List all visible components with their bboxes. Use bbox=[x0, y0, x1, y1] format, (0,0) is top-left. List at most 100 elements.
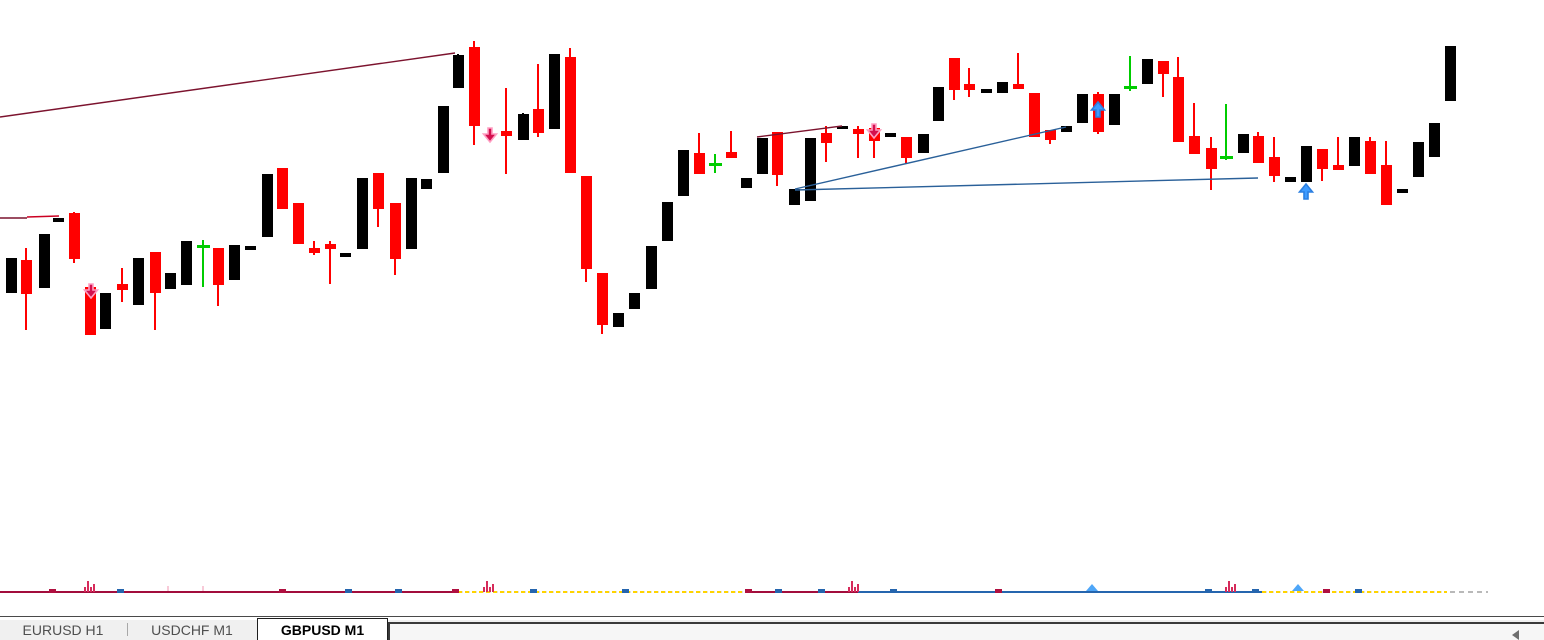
indicator-spike bbox=[93, 584, 95, 592]
candle bbox=[726, 152, 737, 158]
candle bbox=[853, 129, 864, 134]
buy-signal-arrow-icon[interactable] bbox=[1297, 182, 1315, 200]
candle bbox=[821, 133, 832, 143]
indicator-blue-square bbox=[395, 589, 402, 593]
tab-gbpusd-m1-active[interactable]: GBPUSD M1 bbox=[257, 618, 388, 640]
indicator-spike bbox=[854, 587, 856, 592]
candle bbox=[1397, 189, 1408, 193]
candle bbox=[277, 168, 288, 209]
green-doji bbox=[202, 240, 204, 287]
trendline[interactable] bbox=[794, 177, 1259, 191]
indicator-segment bbox=[1262, 591, 1447, 593]
candle bbox=[357, 178, 368, 249]
indicator-blue-square bbox=[1252, 589, 1259, 593]
candle-wick bbox=[537, 64, 539, 137]
candle bbox=[981, 89, 992, 93]
candle-wick bbox=[1017, 53, 1019, 89]
candle bbox=[805, 138, 816, 201]
candle bbox=[678, 150, 689, 196]
candle bbox=[549, 54, 560, 129]
candle bbox=[1349, 137, 1360, 166]
indicator-red-square bbox=[745, 589, 752, 593]
candle bbox=[69, 213, 80, 259]
candle bbox=[613, 313, 624, 327]
indicator-segment bbox=[745, 591, 858, 593]
candle bbox=[1142, 59, 1153, 84]
candle bbox=[245, 246, 256, 250]
candle bbox=[39, 234, 50, 288]
candle bbox=[293, 203, 304, 244]
green-doji-tick bbox=[197, 245, 210, 248]
indicator-blue-square bbox=[890, 589, 897, 593]
indicator-segment bbox=[0, 591, 457, 593]
tab-scroll-left-icon[interactable] bbox=[1512, 630, 1519, 640]
candle-wick bbox=[1193, 103, 1195, 154]
candle bbox=[181, 241, 192, 285]
candle bbox=[964, 84, 975, 90]
candle bbox=[1381, 165, 1392, 205]
candle bbox=[646, 246, 657, 289]
price-chart[interactable] bbox=[0, 0, 1544, 616]
candle bbox=[1109, 94, 1120, 125]
candle bbox=[390, 203, 401, 259]
candle bbox=[1158, 61, 1169, 74]
candle bbox=[340, 253, 351, 257]
indicator-blue-square bbox=[1355, 589, 1362, 593]
indicator-spike bbox=[90, 587, 92, 592]
candle bbox=[53, 218, 64, 222]
candle bbox=[741, 178, 752, 188]
indicator-spike bbox=[84, 587, 86, 592]
candle bbox=[1238, 134, 1249, 153]
trendline[interactable] bbox=[0, 52, 456, 118]
green-doji-tick bbox=[1124, 86, 1137, 89]
tab-usdchf-m1[interactable]: USDCHF M1 bbox=[128, 620, 256, 640]
sell-signal-arrow-icon[interactable] bbox=[481, 127, 499, 144]
tab-label: EURUSD H1 bbox=[22, 622, 104, 638]
candle bbox=[117, 284, 128, 290]
tab-eurusd-h1[interactable]: EURUSD H1 bbox=[0, 620, 126, 640]
candle bbox=[1173, 77, 1184, 142]
indicator-spike bbox=[1231, 587, 1233, 592]
candle-wick bbox=[1162, 61, 1164, 97]
green-doji bbox=[1225, 104, 1227, 160]
candle bbox=[869, 128, 880, 141]
candle bbox=[213, 248, 224, 285]
candle-wick bbox=[1337, 137, 1339, 170]
candle bbox=[100, 293, 111, 329]
candle bbox=[694, 153, 705, 174]
indicator-faint-tick bbox=[167, 586, 169, 591]
candle bbox=[1333, 165, 1344, 170]
indicator-blue-square bbox=[1205, 589, 1212, 593]
candle bbox=[1269, 157, 1280, 176]
candle bbox=[469, 47, 480, 126]
indicator-blue-square bbox=[345, 589, 352, 593]
candle bbox=[837, 126, 848, 129]
green-doji-tick bbox=[1220, 156, 1233, 159]
candle bbox=[1077, 94, 1088, 123]
candle bbox=[229, 245, 240, 280]
candle bbox=[997, 82, 1008, 93]
tab-label: USDCHF M1 bbox=[151, 622, 233, 638]
indicator-red-square bbox=[452, 589, 459, 593]
green-doji-tick bbox=[709, 163, 722, 166]
candle bbox=[1206, 148, 1217, 169]
candle bbox=[772, 132, 783, 175]
trendline[interactable] bbox=[794, 126, 1067, 190]
indicator-spike bbox=[489, 587, 491, 592]
indicator-spike bbox=[857, 584, 859, 592]
indicator-blue-square bbox=[775, 589, 782, 593]
candle bbox=[1413, 142, 1424, 177]
indicator-red-square bbox=[1323, 589, 1330, 593]
candle bbox=[21, 260, 32, 294]
trendline[interactable] bbox=[26, 215, 60, 218]
candle bbox=[757, 138, 768, 174]
indicator-spike bbox=[87, 581, 89, 592]
indicator-blue-square bbox=[622, 589, 629, 593]
candle bbox=[373, 173, 384, 209]
candle bbox=[565, 57, 576, 173]
indicator-segment bbox=[1450, 591, 1488, 593]
candle bbox=[1093, 94, 1104, 132]
candle bbox=[1013, 84, 1024, 89]
candle bbox=[1301, 146, 1312, 182]
